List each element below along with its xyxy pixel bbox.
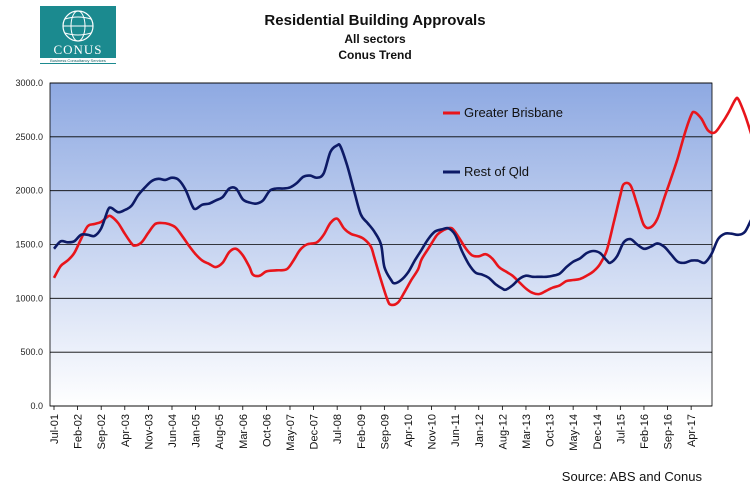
- x-tick-label: Dec-07: [309, 414, 321, 449]
- series-line-rest-of-qld: [52, 143, 750, 292]
- x-tick-label: Jul-08: [332, 414, 344, 444]
- x-tick-label: Apr-10: [403, 414, 415, 447]
- series-lines: [52, 96, 750, 307]
- x-tick-label: Apr-03: [120, 414, 132, 447]
- x-tick-label: Dec-14: [592, 414, 604, 449]
- x-tick-label: Nov-10: [427, 414, 439, 449]
- x-tick-label: Aug-05: [214, 414, 226, 449]
- legend-label-greater-brisbane: Greater Brisbane: [464, 105, 563, 120]
- chart-title: Residential Building Approvals: [264, 12, 486, 29]
- x-tick-label: Oct-06: [261, 414, 273, 447]
- logo-tagline: Business Consultancy Services: [40, 58, 116, 63]
- x-tick-label: Sep-16: [663, 414, 675, 449]
- chart-subtitle: All sectors: [344, 32, 406, 46]
- y-tick-label: 2000.0: [15, 186, 43, 196]
- conus-logo: CONUS Business Consultancy Services: [40, 6, 116, 64]
- globe-icon: [62, 10, 94, 42]
- x-tick-label: Jul-15: [615, 414, 627, 444]
- x-tick-label: Oct-13: [545, 414, 557, 447]
- logo-name: CONUS: [53, 42, 103, 57]
- y-tick-label: 1000.0: [15, 293, 43, 303]
- x-tick-label: May-14: [568, 414, 580, 451]
- y-tick-label: 1500.0: [15, 240, 43, 250]
- x-tick-label: Jun-11: [450, 414, 462, 447]
- x-tick-label: Feb-09: [356, 414, 368, 449]
- x-tick-label: Sep-02: [96, 414, 108, 449]
- x-tick-label: Jul-01: [49, 414, 61, 444]
- chart-subtitle-2: Conus Trend: [338, 48, 412, 62]
- x-tick-label: Jan-12: [474, 414, 486, 448]
- x-tick-label: Sep-09: [379, 414, 391, 449]
- source-note: Source: ABS and Conus: [561, 469, 702, 484]
- x-tick-label: Nov-03: [143, 414, 155, 449]
- x-tick-label: Mar-13: [521, 414, 533, 449]
- legend-label-rest-of-qld: Rest of Qld: [464, 164, 529, 179]
- x-tick-label: Apr-17: [686, 414, 698, 447]
- x-tick-label: May-07: [285, 414, 297, 451]
- y-tick-label: 3000.0: [15, 78, 43, 88]
- x-tick-label: Feb-16: [639, 414, 651, 449]
- plot-frame: [49, 82, 713, 407]
- x-axis-ticks: Jul-01 Feb-02 Sep-02 Apr-03 Nov-03 Jun-04 Jan-…: [49, 406, 698, 451]
- series-line-greater-brisbane: [52, 96, 750, 307]
- y-axis-ticks: 0.0 500.0 1000.0 1500.0 2000.0 2500.0 3000.0: [15, 78, 43, 411]
- x-tick-label: Mar-06: [238, 414, 250, 449]
- x-tick-label: Jun-04: [167, 414, 179, 448]
- y-tick-label: 500.0: [20, 347, 43, 357]
- x-tick-label: Feb-02: [73, 414, 85, 449]
- legend: Greater Brisbane Rest of Qld: [443, 105, 563, 179]
- x-tick-label: Aug-12: [497, 414, 509, 449]
- chart-titles: Residential Building Approvals All secto…: [220, 10, 530, 63]
- x-tick-label: Jan-05: [191, 414, 203, 448]
- y-tick-label: 2500.0: [15, 132, 43, 142]
- gridlines: [49, 82, 713, 407]
- y-tick-label: 0.0: [30, 401, 43, 411]
